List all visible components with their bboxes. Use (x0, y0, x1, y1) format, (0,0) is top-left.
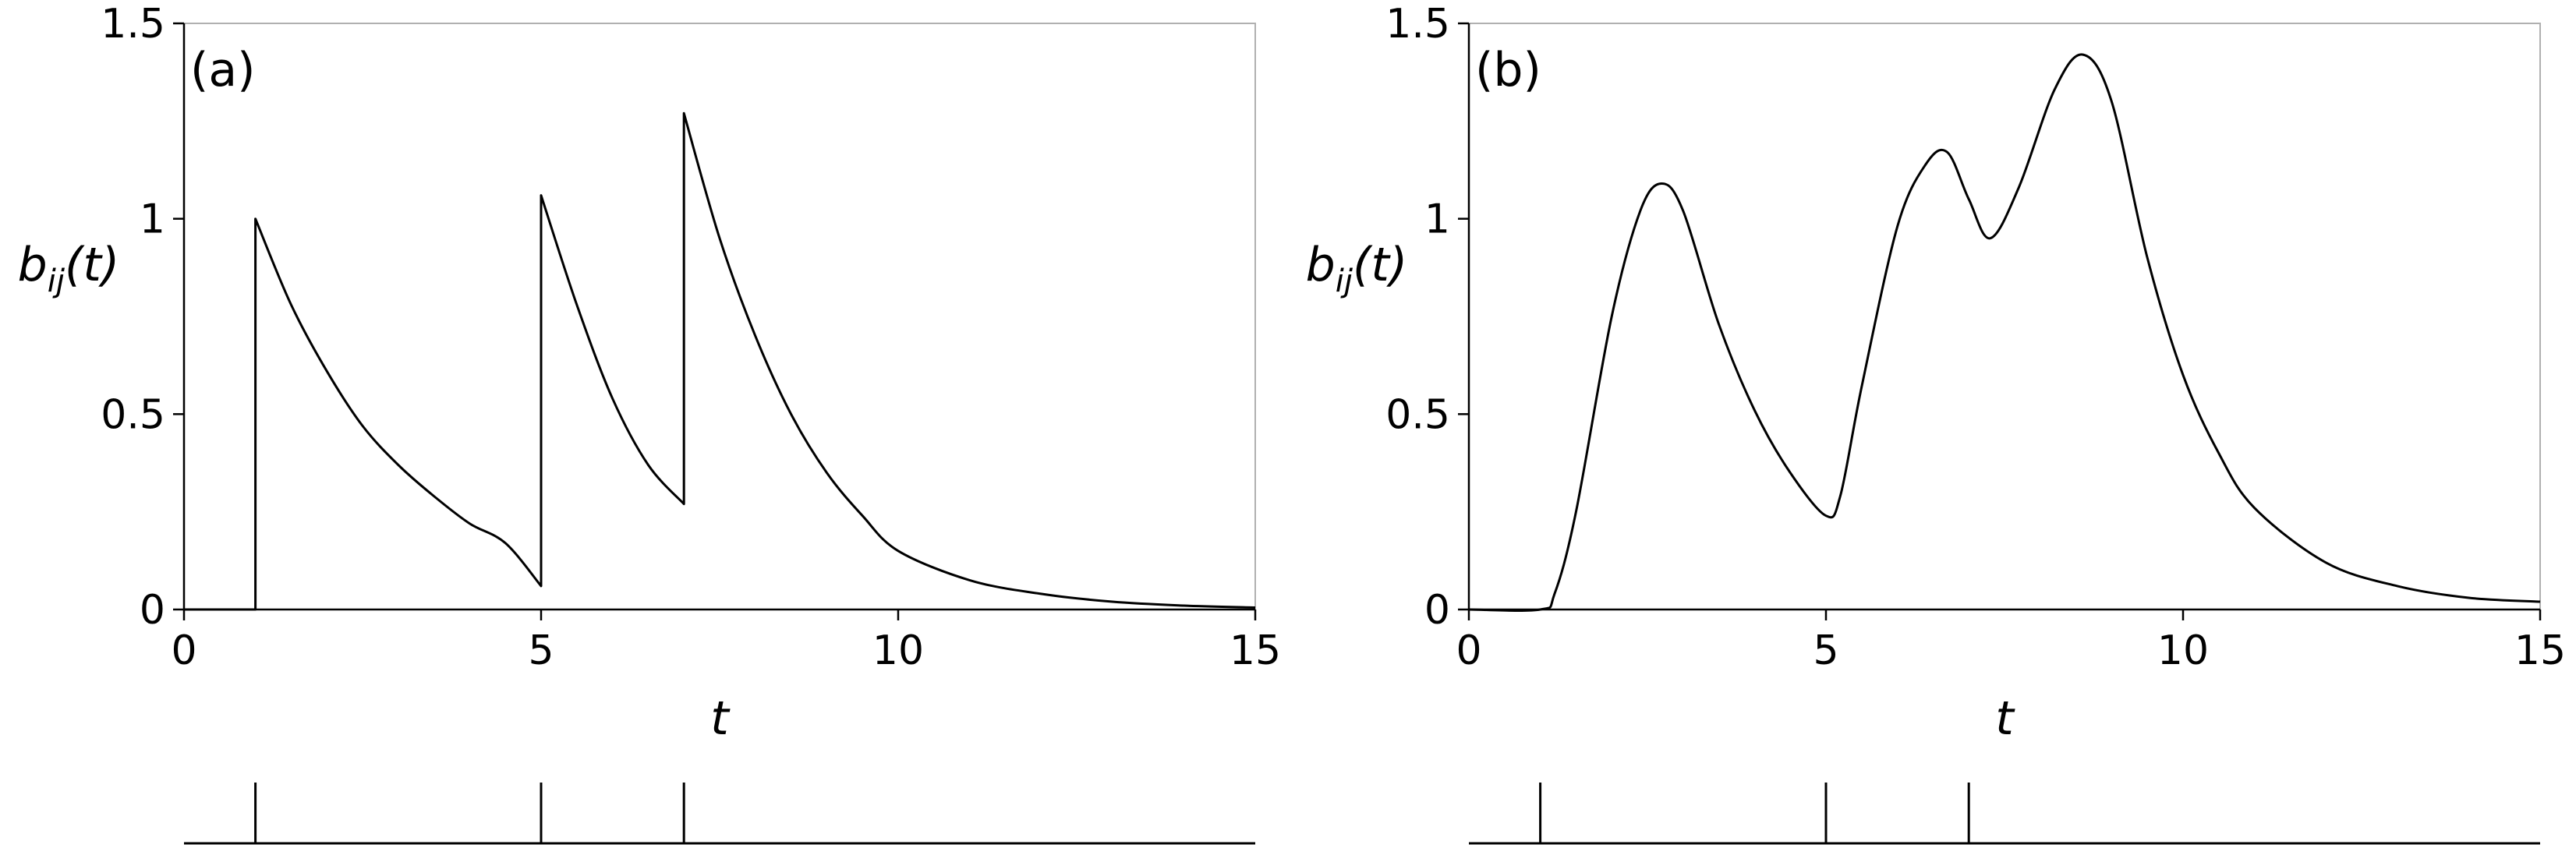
y-tick-label: 0 (140, 587, 165, 634)
y-axis-label: bij(t) (1306, 238, 1408, 299)
x-tick-label: 0 (1456, 627, 1481, 674)
x-tick-label: 5 (1813, 627, 1838, 674)
x-axis-label: t (1995, 691, 2015, 746)
y-tick-label: 1.5 (101, 1, 165, 48)
y-tick-label: 0.5 (101, 391, 165, 438)
y-tick-label: 1 (1424, 196, 1450, 243)
y-tick-label: 0 (1424, 587, 1450, 634)
x-tick-label: 5 (528, 627, 554, 674)
y-axis-label: bij(t) (18, 238, 120, 299)
y-label-subscript: ij (48, 263, 65, 299)
x-tick-label: 0 (171, 627, 196, 674)
plot-frame (183, 23, 1256, 610)
panel-label: (b) (1475, 43, 1541, 97)
y-label-subscript: ij (1336, 263, 1353, 299)
y-tick-label: 1 (140, 196, 165, 243)
y-label-base: b (18, 238, 48, 292)
x-tick-label: 10 (872, 627, 924, 674)
y-tick-label: 0.5 (1385, 391, 1450, 438)
x-tick-label: 15 (2514, 627, 2566, 674)
panel-label: (a) (190, 43, 256, 97)
series-line (1468, 53, 2541, 612)
x-axis-label: t (710, 691, 731, 746)
y-label-argument: (t) (65, 238, 119, 292)
panel-a: 0 5 10 15 0 0.5 1 1.5 t bij(t) (a) (18, 1, 1281, 845)
y-tick-label: 1.5 (1385, 1, 1450, 48)
x-tick-label: 15 (1230, 627, 1281, 674)
y-label-base: b (1306, 238, 1336, 292)
panel-b: 0 5 10 15 0 0.5 1 1.5 t bij(t) (b) (1306, 1, 2566, 845)
plot-frame (1468, 23, 2541, 610)
y-label-argument: (t) (1353, 238, 1407, 292)
x-tick-label: 10 (2157, 627, 2209, 674)
series-line (184, 111, 1256, 611)
